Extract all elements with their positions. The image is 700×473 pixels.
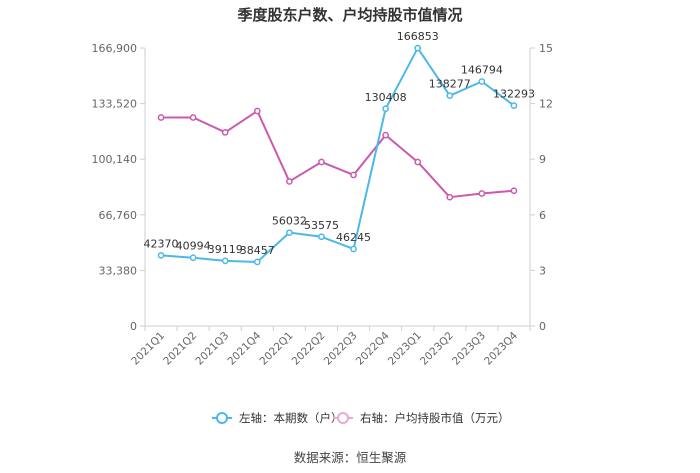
- legend-item-right-series[interactable]: 右轴：户均持股市值（万元）: [333, 411, 510, 425]
- left-axis-tick-label: 33,380: [99, 264, 138, 277]
- right-axis-tick-label: 9: [539, 153, 546, 166]
- x-axis-tick-label: 2022Q1: [258, 330, 296, 368]
- data-source-note: 数据来源：恒生聚源: [294, 450, 407, 465]
- data-point-left: [318, 233, 325, 241]
- data-point-right: [286, 178, 293, 185]
- data-point-left: [157, 252, 165, 259]
- x-axis-tick-label: 2022Q4: [354, 329, 392, 367]
- data-label: 42370: [144, 237, 179, 250]
- data-point-left: [189, 254, 197, 262]
- data-point-left: [510, 102, 518, 109]
- series-right-layer: [157, 107, 518, 201]
- data-point-left: [221, 257, 229, 265]
- left-axis-tick-label: 66,760: [99, 209, 138, 222]
- legend-item-left-series[interactable]: 左轴：本期数（户）: [212, 411, 343, 425]
- data-label: 166853: [397, 30, 439, 43]
- chart-title: 季度股东户数、户均持股市值情况: [237, 6, 462, 24]
- data-point-right: [414, 158, 422, 166]
- right-axis-tick-label: 15: [539, 42, 553, 55]
- data-label: 146794: [461, 63, 503, 76]
- right-axis-tick-label: 6: [539, 209, 546, 222]
- axes: 0 33,380 66,760 100,140 133,520 166,900 0 3 6 9 12…: [92, 42, 554, 368]
- data-label: 40994: [176, 240, 211, 253]
- series-left-layer: [157, 44, 518, 266]
- left-axis-tick-label: 100,140: [92, 153, 138, 166]
- left-axis-tick-label: 0: [130, 320, 137, 333]
- data-label: 132293: [493, 88, 535, 101]
- data-label: 38457: [240, 244, 275, 257]
- x-axis-tick-label: 2021Q4: [225, 329, 263, 367]
- x-axis-tick-label: 2023Q3: [450, 330, 488, 368]
- x-axis-tick-label: 2021Q3: [193, 330, 231, 368]
- x-axis-tick-label: 2022Q2: [290, 330, 328, 368]
- data-point-left: [350, 245, 357, 253]
- x-axis-tick-label: 2021Q2: [161, 330, 199, 368]
- data-point-right: [221, 128, 229, 136]
- series-line-left: [160, 47, 515, 263]
- data-point-right: [157, 114, 165, 121]
- data-point-right: [382, 131, 389, 139]
- data-point-right: [446, 193, 454, 201]
- data-label: 39119: [208, 243, 243, 256]
- legend-left-series-label: 左轴：本期数（户）: [239, 411, 343, 425]
- left-axis-tick-label: 133,520: [92, 98, 138, 111]
- data-label: 56032: [272, 215, 307, 228]
- left-axis-tick-label: 166,900: [92, 42, 138, 55]
- legend-right-series-marker: [337, 412, 349, 424]
- data-label: 138277: [429, 78, 471, 91]
- data-point-left: [253, 258, 261, 266]
- right-axis-tick-label: 3: [539, 264, 546, 277]
- data-label: 53575: [304, 219, 339, 232]
- legend: 左轴：本期数（户） 右轴：户均持股市值（万元）: [212, 411, 510, 425]
- right-axis-tick-label: 0: [539, 320, 546, 333]
- data-point-right: [253, 107, 261, 115]
- data-point-left: [414, 44, 422, 52]
- x-axis-tick-label: 2021Q1: [129, 330, 167, 368]
- legend-right-series-label: 右轴：户均持股市值（万元）: [360, 411, 510, 425]
- data-point-right: [478, 190, 486, 197]
- data-point-left: [446, 92, 454, 100]
- legend-left-series-marker: [216, 412, 228, 424]
- x-axis-tick-label: 2023Q2: [418, 330, 456, 368]
- data-point-left: [382, 105, 389, 113]
- data-label: 130408: [365, 91, 407, 104]
- data-point-left: [478, 78, 486, 85]
- data-label: 46245: [336, 231, 371, 244]
- data-point-right: [189, 114, 197, 121]
- x-axis-tick-label: 2022Q3: [322, 330, 360, 368]
- series-line-right: [161, 110, 515, 199]
- data-point-right: [318, 158, 325, 166]
- right-axis-tick-label: 12: [539, 98, 553, 111]
- data-point-right: [510, 187, 518, 195]
- x-axis-tick-label: 2023Q4: [482, 329, 520, 367]
- x-axis-tick-label: 2023Q1: [386, 330, 424, 368]
- data-point-right: [350, 171, 357, 179]
- data-point-left: [286, 229, 293, 237]
